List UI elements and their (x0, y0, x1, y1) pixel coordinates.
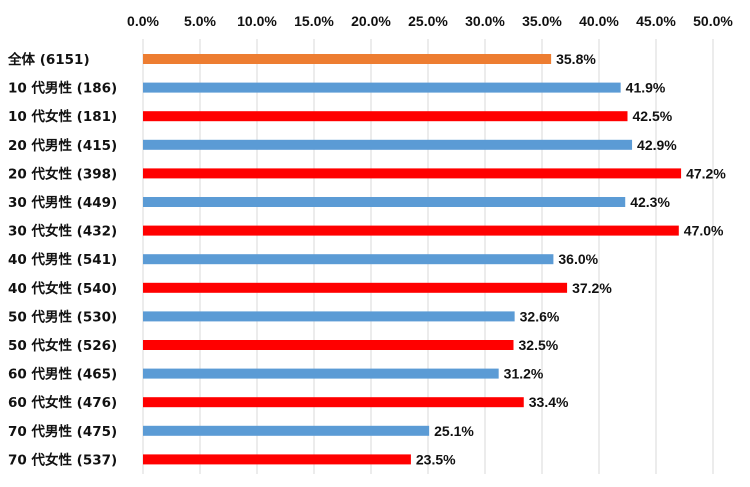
data-label: 31.2% (504, 366, 544, 382)
category-label: 40 代女性 (540) (8, 280, 117, 297)
x-tick-label: 35.0% (522, 13, 562, 29)
category-label: 40 代男性 (541) (8, 251, 117, 268)
category-label: 50 代女性 (526) (8, 337, 117, 354)
category-label: 60 代女性 (476) (8, 394, 117, 411)
bar (143, 254, 554, 265)
x-tick-label: 5.0% (184, 13, 216, 29)
category-label: 50 代男性 (530) (8, 308, 117, 325)
bar (143, 225, 679, 236)
bar (143, 82, 621, 93)
bar (143, 311, 515, 322)
bar (143, 54, 552, 64)
data-label: 47.2% (686, 165, 726, 181)
bar (143, 368, 499, 379)
category-labels: 全体 (6151) 10 代男性 (186) 10 代女性 (181) 20 代男性 … (7, 51, 117, 468)
x-tick-label: 40.0% (579, 13, 619, 29)
data-label: 42.3% (630, 194, 670, 210)
category-label: 60 代男性 (465) (8, 366, 117, 383)
category-label: 10 代女性 (181) (8, 108, 117, 125)
data-label: 32.5% (519, 337, 559, 353)
category-label: 30 代女性 (432) (8, 223, 117, 240)
category-label: 全体 (6151) (7, 51, 90, 68)
x-tick-label: 50.0% (693, 13, 733, 29)
bars (143, 54, 682, 465)
x-tick-label: 45.0% (636, 13, 676, 29)
x-tick-label: 30.0% (465, 13, 505, 29)
data-label: 36.0% (558, 251, 598, 267)
category-label: 20 代女性 (398) (8, 165, 117, 182)
bar (143, 397, 524, 408)
bar (143, 111, 628, 122)
x-tick-label: 10.0% (237, 13, 277, 29)
bar (143, 139, 633, 150)
bar (143, 425, 430, 436)
data-label: 42.9% (637, 137, 677, 153)
x-tick-label: 20.0% (351, 13, 391, 29)
bar (143, 340, 514, 350)
bar (143, 197, 626, 207)
category-label: 10 代男性 (186) (8, 80, 117, 97)
data-label: 25.1% (434, 423, 474, 439)
data-label: 32.6% (520, 308, 560, 324)
bar (143, 282, 568, 293)
bar (143, 168, 682, 179)
data-label: 47.0% (684, 223, 724, 239)
category-label: 70 代女性 (537) (8, 451, 117, 468)
bar (143, 454, 411, 465)
category-label: 30 代男性 (449) (8, 194, 117, 211)
data-label: 23.5% (416, 451, 456, 467)
x-tick-label: 15.0% (294, 13, 334, 29)
x-axis-ticks: 0.0% 5.0% 10.0% 15.0% 20.0% 25.0% 30.0% 35.0% 40… (127, 13, 733, 29)
category-label: 20 代男性 (415) (8, 137, 117, 154)
data-label: 37.2% (572, 280, 612, 296)
category-label: 70 代男性 (475) (8, 423, 117, 440)
x-tick-label: 0.0% (127, 13, 159, 29)
value-labels: 35.8% 41.9% 42.5% 42.9% 47.2% 42.3% 47.0% 36.0%… (416, 51, 726, 467)
data-label: 41.9% (626, 80, 666, 96)
data-label: 33.4% (529, 394, 569, 410)
x-tick-label: 25.0% (408, 13, 448, 29)
data-label: 42.5% (633, 108, 673, 124)
data-label: 35.8% (556, 51, 596, 67)
